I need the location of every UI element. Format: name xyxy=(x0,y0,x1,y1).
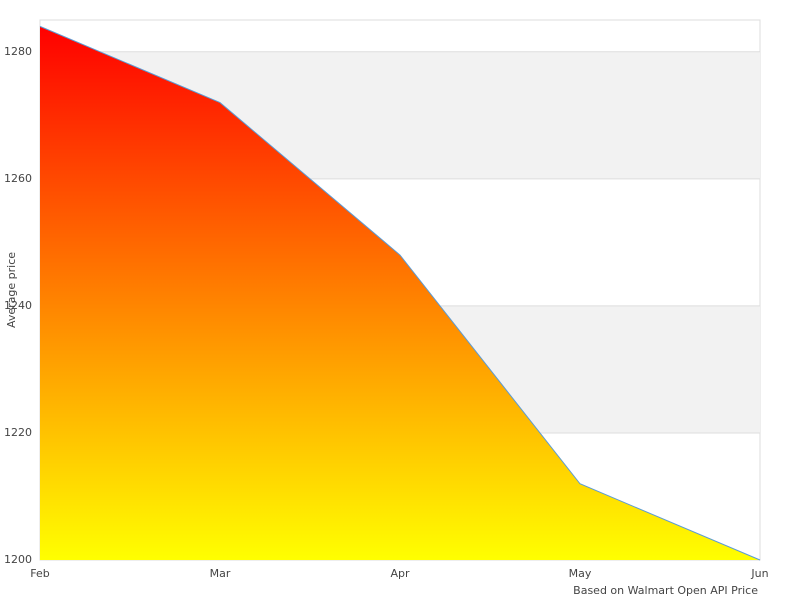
x-tick-label: Jun xyxy=(750,567,768,580)
area xyxy=(40,26,760,560)
x-tick-label: Feb xyxy=(30,567,49,580)
y-tick-label: 1260 xyxy=(4,172,32,185)
x-tick-label: May xyxy=(569,567,592,580)
credit: Based on Walmart Open API Price xyxy=(573,584,758,597)
y-tick-label: 1200 xyxy=(4,553,32,566)
area-line xyxy=(39,25,761,561)
x-tick-label: Apr xyxy=(390,567,410,580)
x-tick-label: Mar xyxy=(210,567,231,580)
y-tick-label: 1220 xyxy=(4,426,32,439)
y-tick-label: 1240 xyxy=(4,299,32,312)
y-tick-label: 1280 xyxy=(4,45,32,58)
y-axis-label: Average price xyxy=(5,252,18,328)
